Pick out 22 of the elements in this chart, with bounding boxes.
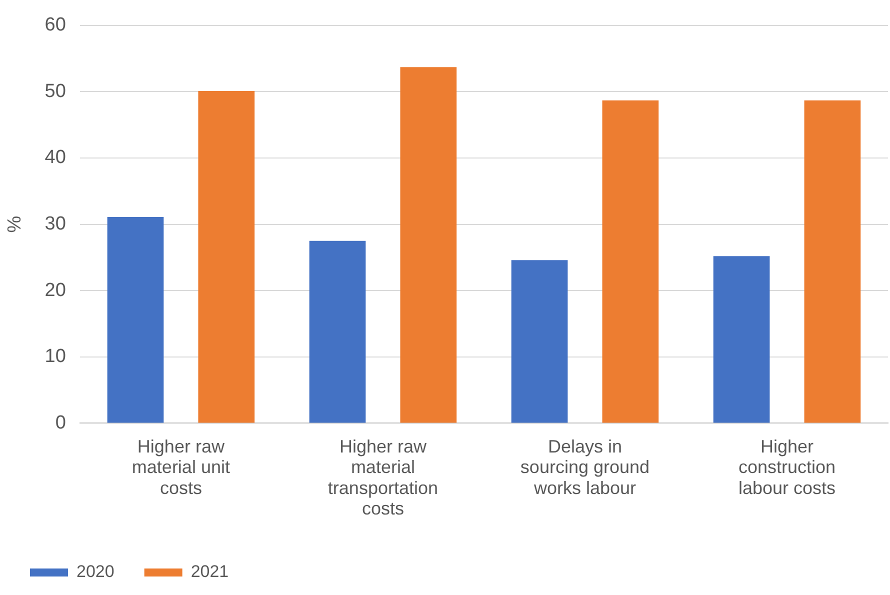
bar: [804, 100, 861, 423]
bar: [713, 256, 770, 423]
y-axis-title: %: [4, 216, 26, 233]
bar: [602, 100, 659, 423]
y-tick-label: 0: [55, 412, 66, 434]
y-tick-label: 20: [44, 280, 66, 301]
bar: [511, 260, 568, 423]
x-tick-label: Higher construction labour costs: [738, 436, 836, 498]
bar: [400, 67, 457, 423]
y-tick-label: 30: [44, 214, 66, 235]
y-tick-label: 40: [44, 147, 66, 168]
bar: [309, 240, 366, 423]
x-tick-label: Higher raw material unit costs: [132, 436, 230, 498]
bar: [107, 217, 164, 423]
y-tick-label: 60: [44, 14, 66, 36]
y-tick-label: 50: [44, 80, 66, 102]
y-tick-label: 10: [44, 346, 66, 368]
x-tick-label: Higher raw material transportation costs: [328, 436, 438, 519]
x-tick-label: Delays in sourcing ground works labour: [520, 436, 650, 498]
legend-label: 2020: [76, 562, 114, 582]
bar: [198, 91, 255, 423]
legend-label: 2021: [190, 562, 229, 582]
